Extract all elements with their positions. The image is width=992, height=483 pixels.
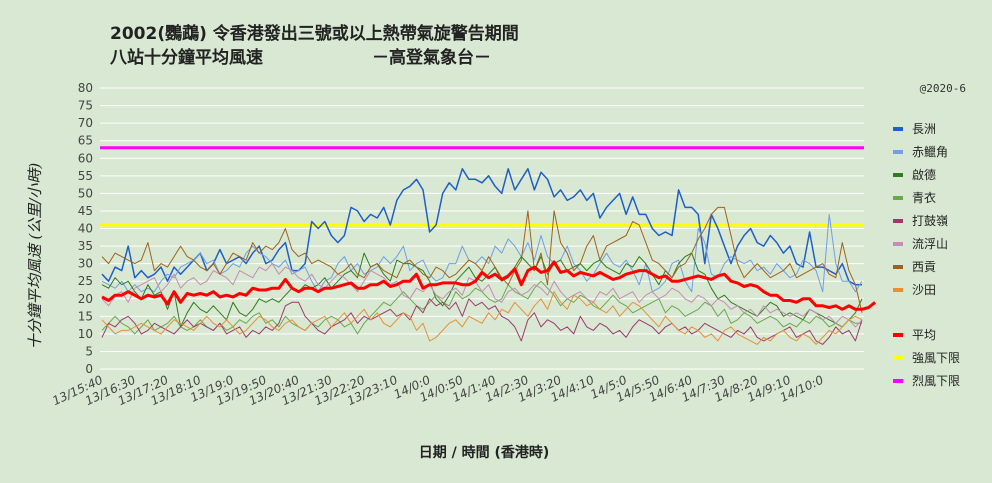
y-tick-label: 5 [85,344,93,358]
y-tick-label: 20 [78,292,93,306]
legend-label: 強風下限 [912,351,960,365]
y-tick-label: 80 [78,81,93,95]
legend-item: 長洲 [893,122,936,136]
watermark: @2020-6 [920,82,966,95]
y-axis-label: 十分鐘平均風速 (公里/小時) [26,163,44,350]
y-tick-label: 10 [78,327,93,341]
series-line-4 [101,298,863,345]
legend-item: 啟德 [893,167,936,182]
y-tick-labels: 0 5 10 15 20 25 30 35 40 45 50 55 60 65 70 75 80 [78,81,93,376]
x-axis-label: 日期 / 時間 (香港時) [419,444,550,461]
y-tick-label: 60 [78,151,93,165]
y-tick-label: 35 [78,239,93,253]
legend-item: 西貢 [893,260,936,274]
legend-label: 平均 [912,328,936,342]
legend-item: 赤鱲角 [893,145,948,159]
legend-label: 沙田 [912,283,936,297]
y-tick-label: 25 [78,274,93,288]
series-line-0 [101,168,862,286]
y-tick-label: 55 [78,169,93,183]
y-tick-label: 45 [78,204,93,218]
legend-item: 平均 [893,328,936,342]
series-line-2 [101,252,863,328]
legend-label: 烈風下限 [912,374,960,388]
legend-label: 打鼓嶺 [912,214,948,228]
series-line-6 [101,206,863,313]
legend-label: 啟德 [912,167,936,182]
title-line2: 八站十分鐘平均風速 [110,47,263,68]
legend-item: 打鼓嶺 [893,214,948,228]
legend-label: 青衣 [912,190,936,205]
series-line-8 [101,260,877,311]
series-line-1 [101,213,863,293]
legend-label: 流浮山 [912,237,948,251]
legend-item: 強風下限 [893,351,960,365]
legend-item: 流浮山 [893,237,948,251]
y-tick-label: 15 [78,309,93,323]
threshold-lines [100,146,864,227]
legend-item: 烈風下限 [893,374,960,388]
y-tick-label: 40 [78,222,93,236]
legend-label: 長洲 [912,122,936,136]
legend-label: 赤鱲角 [912,145,948,159]
y-tick-label: 70 [78,116,93,130]
y-tick-label: 30 [78,257,93,271]
y-tick-label: 75 [78,99,93,113]
series-line-5 [101,263,863,328]
legend-label: 西貢 [912,260,936,274]
title-line1: 2002(鸚鵡) 令香港發出三號或以上熱帶氣旋警告期間 [110,23,519,44]
series-lines [101,168,877,345]
y-tick-label: 65 [78,134,93,148]
y-tick-label: 50 [78,186,93,200]
title-org: －高登氣象台－ [372,47,491,68]
legend-item: 沙田 [893,283,936,297]
series-line-7 [101,291,863,345]
legend-item: 青衣 [893,190,936,205]
y-tick-label: 0 [85,362,93,376]
